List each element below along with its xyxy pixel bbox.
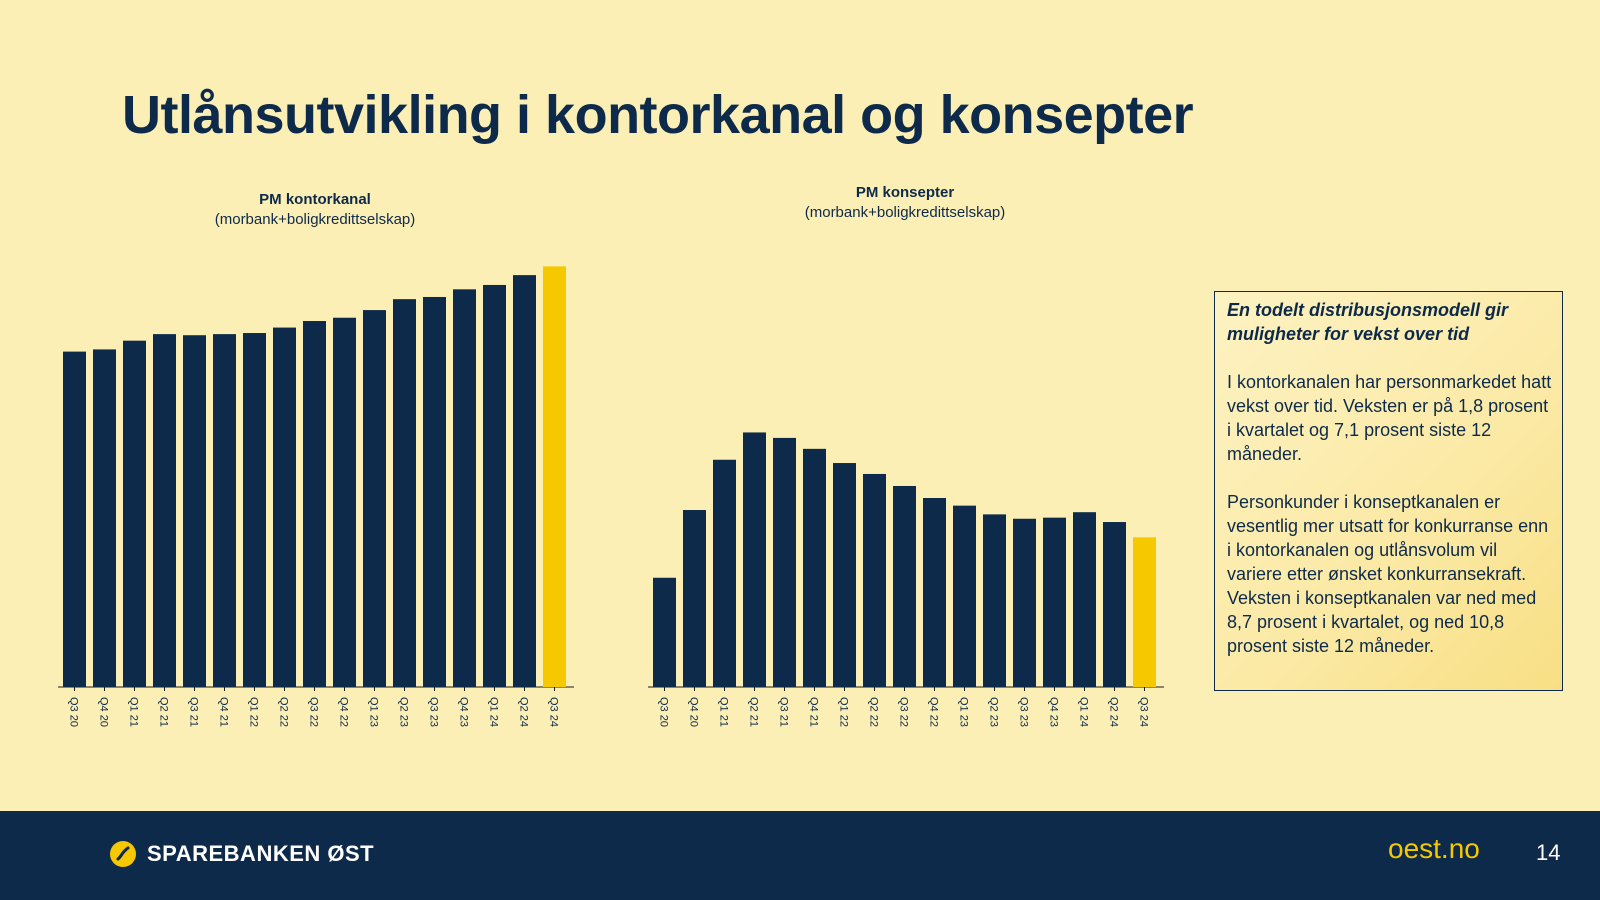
konsepter-bar bbox=[773, 437, 796, 687]
page-title: Utlånsutvikling i kontorkanal og konsept… bbox=[122, 85, 1194, 145]
kontorkanal-tick-label: Q3 24 bbox=[548, 697, 560, 727]
konsepter-tick-label: Q3 23 bbox=[1018, 697, 1030, 727]
kontorkanal-tick-label: Q2 24 bbox=[518, 697, 530, 727]
konsepter-bar bbox=[1103, 522, 1126, 687]
kontorkanal-bar bbox=[333, 317, 356, 687]
kontorkanal-bar bbox=[543, 266, 566, 687]
kontorkanal-tick-label: Q4 22 bbox=[338, 697, 350, 727]
konsepter-tick-label: Q3 20 bbox=[658, 697, 670, 727]
konsepter-tick-label: Q1 24 bbox=[1078, 697, 1090, 727]
konsepter-tick-label: Q2 21 bbox=[748, 697, 760, 727]
kontorkanal-bar bbox=[123, 340, 146, 687]
konsepter-bar bbox=[1133, 537, 1156, 687]
konsepter-bar bbox=[653, 577, 676, 687]
konsepter-tick-label: Q2 23 bbox=[988, 697, 1000, 727]
kontorkanal-tick-label: Q3 23 bbox=[428, 697, 440, 727]
info-box: En todelt distribusjonsmodell gir muligh… bbox=[1214, 291, 1563, 691]
konsepter-bar bbox=[923, 497, 946, 687]
kontorkanal-bar bbox=[423, 296, 446, 687]
kontorkanal-bar bbox=[63, 351, 86, 687]
chart-heading-kontorkanal: PM kontorkanal (morbank+boligkredittsels… bbox=[180, 190, 450, 230]
konsepter-bar bbox=[1013, 518, 1036, 687]
konsepter-bar bbox=[713, 459, 736, 687]
konsepter-tick-label: Q3 21 bbox=[778, 697, 790, 727]
kontorkanal-bar bbox=[513, 275, 536, 687]
kontorkanal-tick-label: Q4 20 bbox=[98, 697, 110, 727]
website-link[interactable]: oest.no bbox=[1388, 833, 1480, 864]
kontorkanal-tick-label: Q1 22 bbox=[248, 697, 260, 727]
kontorkanal-tick-label: Q1 24 bbox=[488, 697, 500, 727]
page-number: 14 bbox=[1536, 840, 1561, 865]
konsepter-tick-label: Q3 24 bbox=[1138, 697, 1150, 727]
konsepter-bar bbox=[863, 473, 886, 687]
kontorkanal-tick-label: Q3 22 bbox=[308, 697, 320, 727]
kontorkanal-bar bbox=[453, 289, 476, 687]
kontorkanal-tick-label: Q2 23 bbox=[398, 697, 410, 727]
konsepter-bar bbox=[893, 485, 916, 687]
konsepter-bar bbox=[803, 448, 826, 687]
konsepter-tick-label: Q2 22 bbox=[868, 697, 880, 727]
konsepter-bar bbox=[833, 463, 856, 687]
konsepter-bar bbox=[983, 514, 1006, 687]
chart-heading-konsepter: PM konsepter (morbank+boligkredittselska… bbox=[770, 183, 1040, 223]
konsepter-bar bbox=[743, 432, 766, 687]
kontorkanal-bar bbox=[303, 321, 326, 687]
kontorkanal-bar bbox=[483, 284, 506, 687]
kontorkanal-bar bbox=[243, 333, 266, 687]
konsepter-tick-label: Q1 21 bbox=[718, 697, 730, 727]
konsepter-bar bbox=[683, 510, 706, 687]
kontorkanal-bar bbox=[273, 327, 296, 687]
konsepter-bar bbox=[1073, 512, 1096, 687]
kontorkanal-tick-label: Q2 22 bbox=[278, 697, 290, 727]
kontorkanal-tick-label: Q3 21 bbox=[188, 697, 200, 727]
kontorkanal-tick-label: Q1 23 bbox=[368, 697, 380, 727]
bar-chart-konsepter: Q3 20 Q4 20 Q1 21 Q2 21 Q3 21 Q4 21 Q1 22 Q2 22… bbox=[648, 432, 1164, 727]
konsepter-bar bbox=[1043, 517, 1066, 687]
konsepter-tick-label: Q4 22 bbox=[928, 697, 940, 727]
logo[interactable]: SPAREBANKEN ØST bbox=[109, 840, 374, 868]
kontorkanal-tick-label: Q4 21 bbox=[218, 697, 230, 727]
konsepter-bar bbox=[953, 505, 976, 687]
kontorkanal-tick-label: Q1 21 bbox=[128, 697, 140, 727]
logo-text: SPAREBANKEN ØST bbox=[147, 841, 375, 866]
chart-subtitle-kontorkanal: (morbank+boligkredittselskap) bbox=[214, 211, 416, 228]
kontorkanal-bar bbox=[363, 310, 386, 687]
konsepter-tick-label: Q4 23 bbox=[1048, 697, 1060, 727]
kontorkanal-tick-label: Q2 21 bbox=[158, 697, 170, 727]
kontorkanal-bar bbox=[93, 349, 116, 687]
kontorkanal-bar bbox=[213, 334, 236, 687]
info-box-heading: En todelt distribusjonsmodell gir muligh… bbox=[1227, 300, 1509, 344]
konsepter-tick-label: Q4 20 bbox=[688, 697, 700, 727]
kontorkanal-bar bbox=[183, 335, 206, 687]
konsepter-tick-label: Q4 21 bbox=[808, 697, 820, 727]
konsepter-tick-label: Q1 23 bbox=[958, 697, 970, 727]
sparebanken-logo-icon bbox=[110, 841, 136, 867]
konsepter-tick-label: Q2 24 bbox=[1108, 697, 1120, 727]
chart-title-konsepter: PM konsepter bbox=[855, 184, 955, 201]
info-box-paragraph-1: I kontorkanalen har personmarkedet hatt … bbox=[1227, 372, 1552, 464]
chart-subtitle-konsepter: (morbank+boligkredittselskap) bbox=[804, 204, 1006, 221]
info-box-paragraph-2: Personkunder i konseptkanalen er vesentl… bbox=[1227, 492, 1549, 656]
kontorkanal-tick-label: Q3 20 bbox=[68, 697, 80, 727]
konsepter-tick-label: Q1 22 bbox=[838, 697, 850, 727]
footer: SPAREBANKEN ØST oest.no 14 bbox=[0, 811, 1600, 900]
kontorkanal-bar bbox=[153, 334, 176, 687]
chart-title-kontorkanal: PM kontorkanal bbox=[259, 191, 371, 208]
kontorkanal-tick-label: Q4 23 bbox=[458, 697, 470, 727]
kontorkanal-bar bbox=[393, 299, 416, 687]
konsepter-tick-label: Q3 22 bbox=[898, 697, 910, 727]
bar-chart-kontorkanal: Q3 20 Q4 20 Q1 21 Q2 21 Q3 21 Q4 21 Q1 22 Q2 22… bbox=[58, 266, 574, 727]
